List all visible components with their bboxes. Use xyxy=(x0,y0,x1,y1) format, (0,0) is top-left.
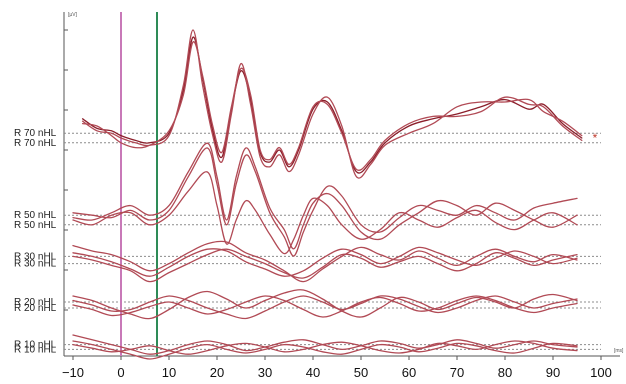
row-label-4-1: R 10 nHL xyxy=(14,344,57,355)
trace-4-2 xyxy=(72,340,578,355)
x-tick-label-100: 100 xyxy=(590,365,612,380)
row-label-2-0: R 30 nHL xyxy=(14,251,57,262)
trace-1-1 xyxy=(72,147,578,257)
x-tick-label-20: 20 xyxy=(210,365,224,380)
trace-4-1 xyxy=(72,340,578,360)
x-tick-label-90: 90 xyxy=(546,365,560,380)
x-tick-label-10: 10 xyxy=(162,365,176,380)
trace-1-2 xyxy=(72,171,578,255)
trace-3-2 xyxy=(72,295,578,318)
row-label-1-0: R 50 nHL xyxy=(14,210,57,221)
x-tick-label-60: 60 xyxy=(402,365,416,380)
row-label-4-0: R 10 nHL xyxy=(14,340,57,351)
row-label-3-0: R 20 nHL xyxy=(14,297,57,308)
y-unit-label: [µV] xyxy=(68,12,78,18)
row-label-0-0: R 70 nHL xyxy=(14,128,57,139)
x-tick-label-50: 50 xyxy=(354,365,368,380)
trace-3-0 xyxy=(72,289,578,320)
row-label-1-1: R 50 nHL xyxy=(14,220,57,231)
trace-0-2 xyxy=(81,41,583,171)
trace-3-1 xyxy=(72,295,578,320)
trace-0-0 xyxy=(81,36,583,174)
y-axis-ticks xyxy=(64,29,68,311)
trace-1-0 xyxy=(72,142,578,250)
x-unit-label: [ms] xyxy=(614,348,624,354)
row-label-3-1: R 20 nHL xyxy=(14,303,57,314)
x-tick-label-70: 70 xyxy=(450,365,464,380)
x-tick-label-30: 30 xyxy=(258,365,272,380)
x-tick-label-0: 0 xyxy=(117,365,124,380)
x-tick-label-80: 80 xyxy=(498,365,512,380)
trace-0-1 xyxy=(81,29,583,179)
baselines-layer xyxy=(64,132,601,350)
trace-2-1 xyxy=(72,246,578,277)
end-marker-asterisk: * xyxy=(593,131,598,145)
trace-2-2 xyxy=(72,248,578,283)
x-tick-label--10: −10 xyxy=(62,365,84,380)
x-ticks-layer: −10 0 10 20 30 40 50 60 70 80 90 100 xyxy=(62,356,612,380)
x-tick-label-40: 40 xyxy=(306,365,320,380)
row-label-2-1: R 30 nHL xyxy=(14,259,57,270)
trace-2-0 xyxy=(72,240,578,283)
row-label-0-1: R 70 nHL xyxy=(14,138,57,149)
traces-layer xyxy=(72,29,583,360)
